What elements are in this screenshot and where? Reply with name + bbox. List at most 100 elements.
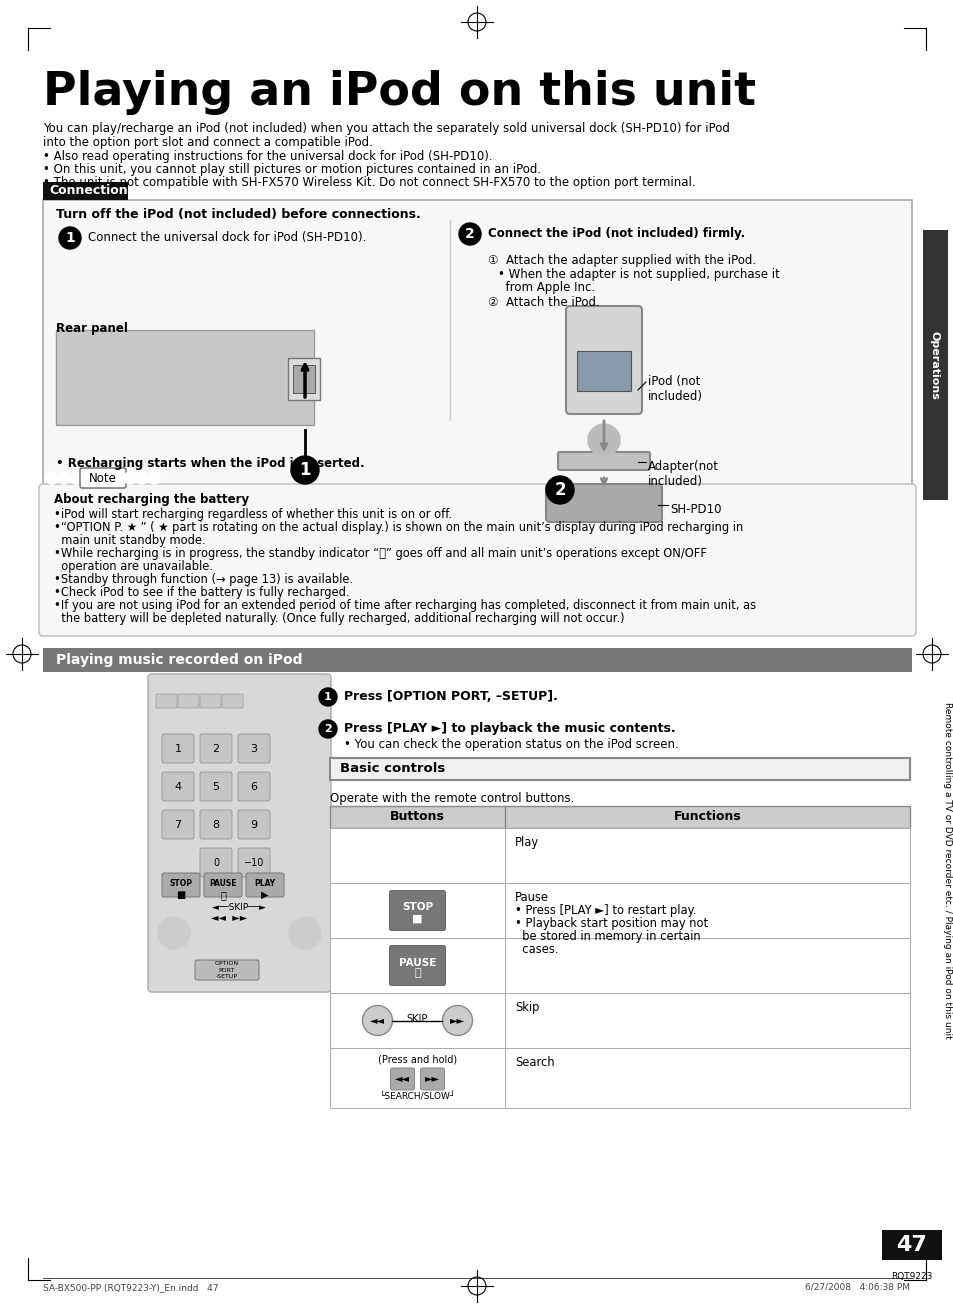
Circle shape (136, 472, 148, 484)
Text: into the option port slot and connect a compatible iPod.: into the option port slot and connect a … (43, 136, 373, 149)
FancyBboxPatch shape (237, 772, 270, 800)
Text: 9: 9 (251, 820, 257, 829)
Text: Operations: Operations (929, 331, 939, 399)
Text: 8: 8 (213, 820, 219, 829)
FancyBboxPatch shape (200, 772, 232, 800)
Text: • Press [PLAY ►] to restart play.: • Press [PLAY ►] to restart play. (515, 904, 696, 917)
Text: 3: 3 (251, 743, 257, 753)
Text: Playing an iPod on this unit: Playing an iPod on this unit (43, 71, 755, 115)
FancyBboxPatch shape (162, 810, 193, 838)
FancyBboxPatch shape (246, 872, 284, 897)
Text: Playing music recorded on iPod: Playing music recorded on iPod (56, 653, 302, 667)
Text: 2: 2 (213, 743, 219, 753)
Text: 1: 1 (65, 232, 74, 245)
Text: Remote controlling a TV or DVD recorder etc. / Playing an iPod on this unit: Remote controlling a TV or DVD recorder … (943, 701, 951, 1039)
Text: 2: 2 (554, 481, 565, 498)
Text: 2: 2 (465, 228, 475, 241)
Text: ⏸: ⏸ (414, 968, 420, 978)
Text: PAUSE: PAUSE (209, 879, 236, 888)
Text: Rear panel: Rear panel (56, 322, 128, 335)
Text: 4: 4 (174, 781, 181, 791)
FancyBboxPatch shape (162, 872, 200, 897)
Text: STOP: STOP (170, 879, 193, 888)
FancyBboxPatch shape (237, 734, 270, 763)
Text: ◄◄: ◄◄ (395, 1073, 410, 1083)
FancyBboxPatch shape (43, 647, 911, 672)
FancyBboxPatch shape (194, 960, 258, 980)
Text: 6: 6 (251, 781, 257, 791)
Circle shape (442, 1006, 472, 1036)
FancyBboxPatch shape (389, 891, 445, 930)
Text: Adapter(not
included): Adapter(not included) (647, 460, 719, 488)
FancyBboxPatch shape (178, 695, 199, 708)
FancyBboxPatch shape (200, 810, 232, 838)
FancyBboxPatch shape (148, 674, 331, 991)
Text: Skip: Skip (515, 1001, 538, 1014)
Text: Press [PLAY ►] to playback the music contents.: Press [PLAY ►] to playback the music con… (344, 722, 675, 735)
FancyBboxPatch shape (330, 938, 909, 993)
FancyBboxPatch shape (156, 695, 177, 708)
Text: ■: ■ (176, 889, 186, 900)
FancyBboxPatch shape (558, 453, 649, 470)
Circle shape (59, 228, 81, 249)
Text: ▶: ▶ (261, 889, 269, 900)
FancyBboxPatch shape (204, 872, 242, 897)
FancyBboxPatch shape (330, 883, 909, 938)
Text: ◄◄  ►►: ◄◄ ►► (212, 913, 248, 923)
FancyBboxPatch shape (577, 351, 630, 391)
FancyBboxPatch shape (222, 695, 243, 708)
Circle shape (148, 472, 160, 484)
Text: ►►: ►► (424, 1073, 439, 1083)
Circle shape (587, 424, 619, 456)
FancyBboxPatch shape (200, 695, 221, 708)
Circle shape (46, 472, 58, 484)
Text: be stored in memory in certain: be stored in memory in certain (515, 930, 700, 943)
FancyBboxPatch shape (237, 848, 270, 876)
FancyBboxPatch shape (420, 1069, 444, 1090)
Text: ②  Attach the iPod.: ② Attach the iPod. (488, 296, 599, 309)
Text: Turn off the iPod (not included) before connections.: Turn off the iPod (not included) before … (56, 208, 420, 221)
Text: 1: 1 (299, 460, 311, 479)
Text: ►►: ►► (450, 1015, 464, 1025)
Text: the battery will be depleted naturally. (Once fully recharged, additional rechar: the battery will be depleted naturally. … (54, 612, 624, 625)
Text: Functions: Functions (673, 811, 740, 824)
Circle shape (291, 456, 318, 484)
Text: SKIP: SKIP (406, 1014, 428, 1023)
FancyBboxPatch shape (162, 772, 193, 800)
Text: About recharging the battery: About recharging the battery (54, 493, 249, 506)
FancyBboxPatch shape (565, 306, 641, 415)
FancyBboxPatch shape (390, 1069, 414, 1090)
Circle shape (158, 917, 190, 950)
Text: Operate with the remote control buttons.: Operate with the remote control buttons. (330, 793, 574, 804)
Text: RQT9223: RQT9223 (890, 1271, 932, 1281)
Text: •If you are not using iPod for an extended period of time after recharging has c: •If you are not using iPod for an extend… (54, 599, 756, 612)
FancyBboxPatch shape (162, 734, 193, 763)
FancyBboxPatch shape (288, 358, 319, 400)
Text: iPod (not
included): iPod (not included) (647, 375, 702, 403)
Text: main unit standby mode.: main unit standby mode. (54, 534, 206, 547)
Text: • Playback start position may not: • Playback start position may not (515, 917, 707, 930)
Text: • When the adapter is not supplied, purchase it: • When the adapter is not supplied, purc… (497, 268, 779, 281)
Text: 1: 1 (174, 743, 181, 753)
FancyBboxPatch shape (200, 848, 232, 876)
FancyBboxPatch shape (43, 182, 128, 200)
Text: Pause: Pause (515, 891, 548, 904)
FancyBboxPatch shape (389, 946, 445, 985)
Text: SH-PD10: SH-PD10 (669, 504, 720, 515)
Circle shape (545, 476, 574, 504)
Text: • Also read operating instructions for the universal dock for iPod (SH-PD10).: • Also read operating instructions for t… (43, 150, 492, 164)
Text: (Press and hold): (Press and hold) (377, 1056, 456, 1065)
Text: •Check iPod to see if the battery is fully recharged.: •Check iPod to see if the battery is ful… (54, 586, 349, 599)
Text: 2: 2 (324, 725, 332, 734)
Text: from Apple Inc.: from Apple Inc. (497, 281, 595, 294)
FancyBboxPatch shape (882, 1230, 941, 1260)
Circle shape (318, 719, 336, 738)
FancyBboxPatch shape (200, 734, 232, 763)
Text: ⏸: ⏸ (220, 889, 226, 900)
Text: operation are unavailable.: operation are unavailable. (54, 560, 213, 573)
Text: SA-BX500-PP (RQT9223-Y)_En.indd   47: SA-BX500-PP (RQT9223-Y)_En.indd 47 (43, 1283, 218, 1292)
Text: Search: Search (515, 1056, 554, 1069)
Text: STOP: STOP (401, 903, 433, 913)
Text: •iPod will start recharging regardless of whether this unit is on or off.: •iPod will start recharging regardless o… (54, 508, 452, 521)
Text: • You can check the operation status on the iPod screen.: • You can check the operation status on … (344, 738, 678, 751)
